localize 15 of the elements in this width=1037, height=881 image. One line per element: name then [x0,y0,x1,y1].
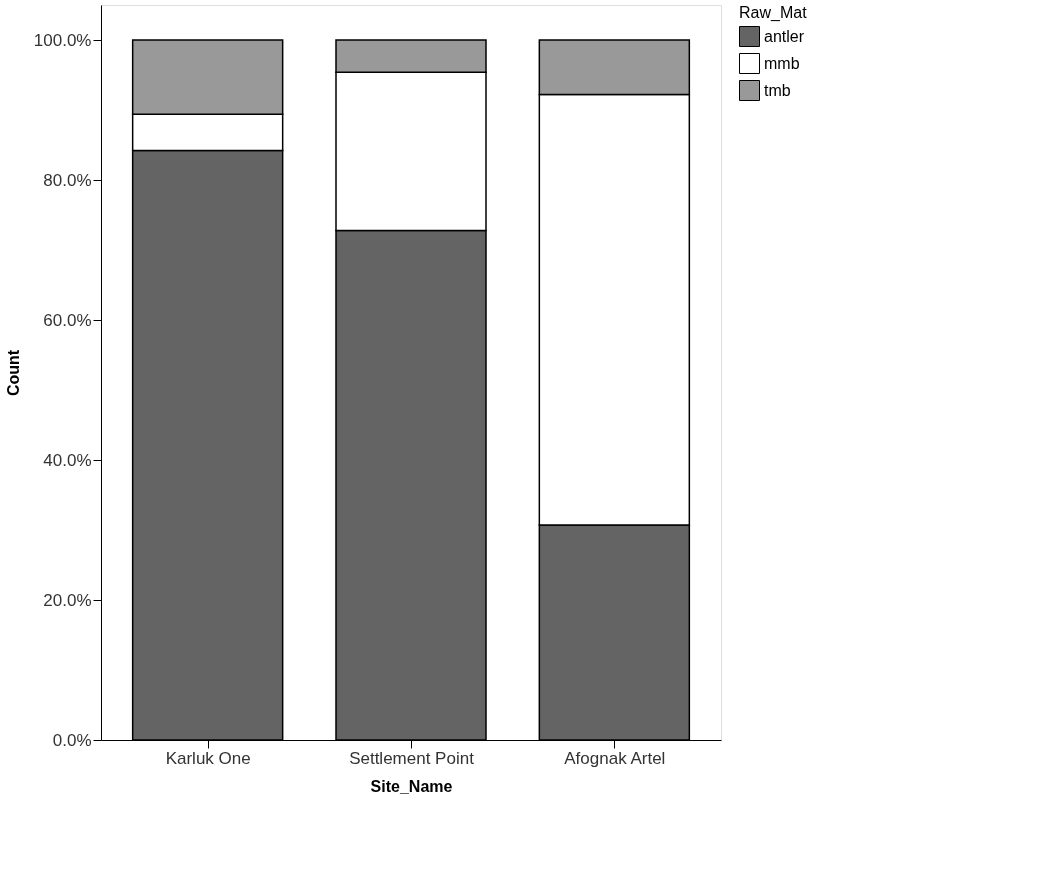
y-tick-label: 60.0% [43,310,92,330]
y-axis-title: Count [4,349,22,397]
y-tick-label: 40.0% [43,450,92,470]
legend-label: antler [764,27,805,45]
x-axis-title: Site_Name [370,777,453,795]
x-tick-label: Afognak Artel [564,748,666,768]
y-tick-label: 80.0% [43,170,92,190]
x-tick-label: Settlement Point [349,748,475,768]
x-tick-label: Karluk One [165,748,251,768]
legend-title: Raw_Mat [739,4,808,22]
y-tick-label: 0.0% [52,730,92,750]
legend-label: tmb [764,81,791,99]
y-tick-label: 20.0% [43,590,92,610]
legend-label: mmb [764,54,800,72]
y-tick-label: 100.0% [33,30,92,50]
